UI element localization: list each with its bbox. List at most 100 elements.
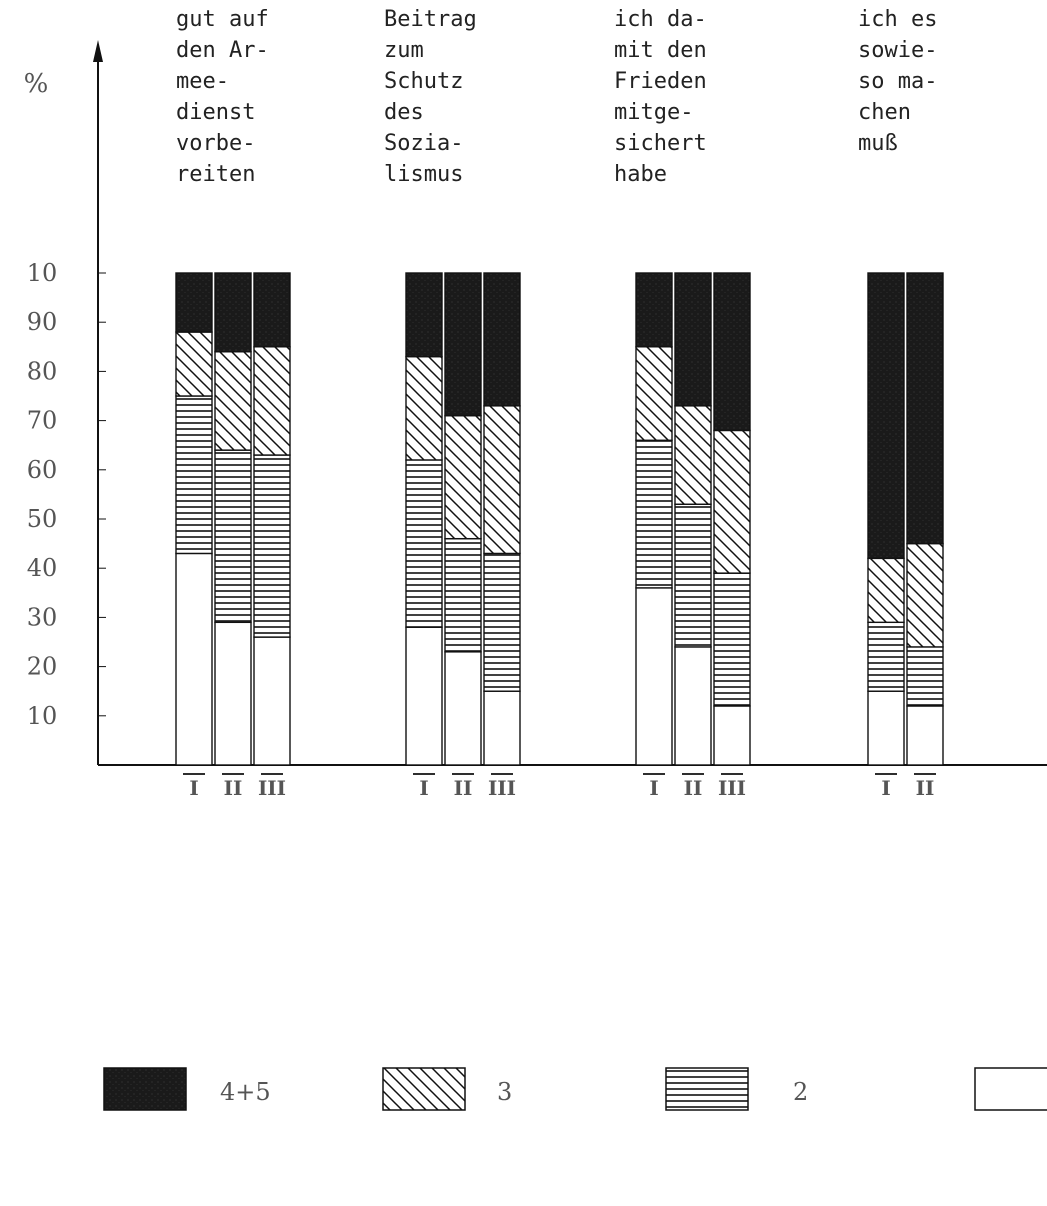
bar-segment-2	[444, 537, 482, 653]
group-title-line: sichert	[614, 131, 707, 156]
y-tick-label: 30	[27, 603, 58, 631]
group-title-line: so ma-	[858, 69, 937, 94]
legend-swatch	[103, 1067, 187, 1111]
bar-segment-4-5	[444, 272, 482, 417]
legend-swatch	[665, 1067, 749, 1111]
bar-segment-1	[175, 552, 213, 766]
group-title-line: Frieden	[614, 69, 707, 94]
bar-segment-1	[444, 651, 482, 766]
bar-segment-1	[867, 690, 905, 766]
bar-segment-2	[713, 572, 751, 707]
group-title-line: mee-	[176, 69, 229, 94]
bar-segment-3	[405, 355, 443, 461]
bar-segment-2	[906, 646, 944, 707]
bar-labels: I II III I II III I II III I II	[183, 773, 936, 800]
bar-label: III	[718, 776, 746, 800]
bars	[175, 272, 944, 766]
group-title-line: Sozia-	[384, 131, 463, 156]
group-title-line: ich da-	[614, 7, 707, 32]
legend-label: 2	[793, 1078, 808, 1106]
bar-segment-3	[867, 557, 905, 624]
bar-segment-4-5	[713, 272, 751, 432]
bar-label: III	[258, 776, 286, 800]
legend-label: 4+5	[220, 1078, 271, 1106]
bar-segment-4-5	[214, 272, 252, 353]
y-tick-label: 60	[27, 456, 58, 484]
bar-segment-3	[175, 331, 213, 397]
bar-segment-4-5	[674, 272, 712, 407]
bar-segment-2	[635, 439, 673, 589]
group-title-line: sowie-	[858, 38, 937, 63]
group-title-line: Beitrag	[384, 7, 477, 32]
bar-segment-3	[214, 351, 252, 451]
group-title-line: mitge-	[614, 100, 693, 125]
bar-label: I	[649, 776, 658, 800]
group-title-line: des	[384, 100, 424, 125]
group-title-line: Schutz	[384, 69, 463, 94]
group-title-line: reiten	[176, 162, 255, 187]
bar-label: II	[916, 776, 935, 800]
bar-segment-4-5	[483, 272, 521, 407]
bar-segment-1	[253, 636, 291, 766]
y-tick-label: 40	[27, 554, 58, 582]
bar-label: I	[881, 776, 890, 800]
bar-segment-3	[906, 542, 944, 648]
bar-segment-1	[906, 705, 944, 766]
legend: 4+5 3 2	[103, 1067, 1047, 1111]
group-title-line: dienst	[176, 100, 255, 125]
bar-segment-4-5	[635, 272, 673, 348]
legend-swatch	[382, 1067, 466, 1111]
group-title-line: vorbe-	[176, 131, 255, 156]
bar-segment-2	[253, 454, 291, 638]
group-title-line: muß	[858, 131, 898, 156]
group-title-line: zum	[384, 38, 424, 63]
bar-label: II	[224, 776, 243, 800]
y-tick-label: 10	[27, 702, 58, 730]
group-titles: gut auf den Ar-mee-dienst vorbe-reiten Beit…	[176, 7, 937, 187]
y-tick-label: 70	[27, 407, 58, 435]
bar-segment-4-5	[405, 272, 443, 358]
bar-label: I	[189, 776, 198, 800]
bar-segment-1	[214, 621, 252, 766]
bar-label: III	[488, 776, 516, 800]
bar-segment-1	[713, 705, 751, 766]
bar-segment-2	[214, 449, 252, 624]
y-tick-label: 50	[27, 505, 58, 533]
bar-segment-1	[674, 646, 712, 766]
legend-swatch	[974, 1067, 1047, 1111]
y-tick-labels: 10 20 30 40 50 60 70 80 90 10	[27, 259, 106, 730]
group-title-line: habe	[614, 162, 667, 187]
bar-segment-4-5	[867, 272, 905, 560]
group-title-line: chen	[858, 100, 911, 125]
group-title-line: ich es	[858, 7, 937, 32]
bar-segment-3	[674, 405, 712, 505]
bar-label: II	[684, 776, 703, 800]
bar-segment-1	[483, 690, 521, 766]
bar-segment-2	[175, 395, 213, 555]
bar-segment-2	[674, 503, 712, 648]
bar-segment-3	[483, 405, 521, 555]
y-axis-label: %	[24, 69, 49, 99]
bar-label: I	[419, 776, 428, 800]
bar-segment-1	[635, 587, 673, 766]
bar-segment-3	[713, 429, 751, 574]
bar-segment-3	[253, 346, 291, 456]
bar-segment-2	[867, 621, 905, 692]
group-title-line: mit den	[614, 38, 707, 63]
bar-segment-4-5	[906, 272, 944, 545]
group-title-line: gut auf	[176, 7, 269, 32]
bar-segment-2	[405, 459, 443, 628]
bar-segment-4-5	[253, 272, 291, 348]
bar-segment-1	[405, 626, 443, 766]
y-axis-arrow	[93, 40, 103, 62]
group-title-line: den Ar-	[176, 38, 269, 63]
legend-label: 3	[497, 1078, 512, 1106]
y-tick-label: 90	[27, 308, 58, 336]
bar-segment-2	[483, 552, 521, 692]
bar-segment-4-5	[175, 272, 213, 333]
bar-segment-3	[444, 414, 482, 540]
y-tick-label: 20	[27, 653, 58, 681]
y-tick-label: 80	[27, 357, 58, 385]
bar-label: II	[454, 776, 473, 800]
